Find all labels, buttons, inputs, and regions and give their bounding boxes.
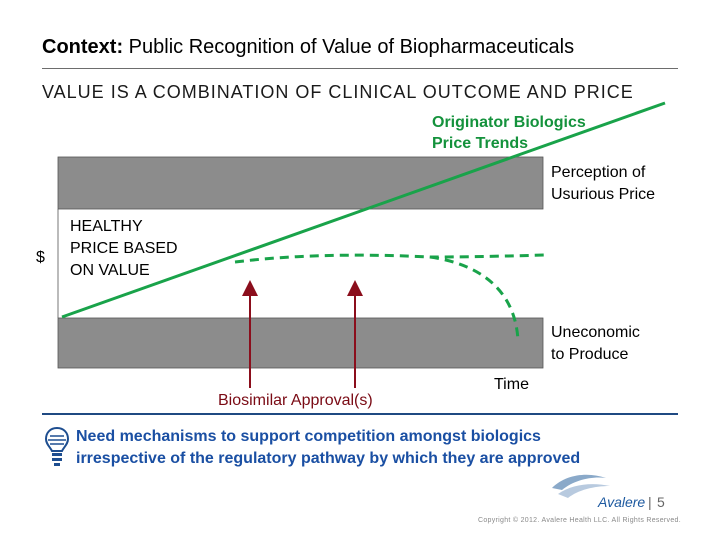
key-message-line: irrespective of the regulatory pathway b… <box>76 450 581 467</box>
usurious-label-line: Usurious Price <box>551 186 656 203</box>
page-separator: | <box>648 494 652 510</box>
headline: VALUE IS A COMBINATION OF CLINICAL OUTCO… <box>42 82 634 102</box>
key-message: Need mechanisms to support competition a… <box>76 426 676 470</box>
copyright-notice: Copyright © 2012. Avalere Health LLC. Al… <box>478 517 681 524</box>
uneconomic-label-line: Uneconomic <box>551 324 640 341</box>
uneconomic-band <box>57 317 544 369</box>
healthy-label-line: ON VALUE <box>70 262 150 279</box>
usurious-label-line: Perception of <box>551 164 646 181</box>
healthy-price-dashed-path <box>234 253 546 264</box>
avalere-logo-icon <box>552 474 610 498</box>
key-message-line: Need mechanisms to support competition a… <box>76 428 541 445</box>
lightbulb-icon <box>44 426 70 466</box>
title-divider <box>42 68 678 69</box>
company-logo-text: Avalere <box>598 494 646 510</box>
slide-title: Context: Public Recognition of Value of … <box>42 36 574 59</box>
originator-price-trend-line <box>61 101 666 319</box>
originator-label-line: Price Trends <box>432 135 529 152</box>
uneconomic-label: Uneconomic to Produce <box>551 322 640 366</box>
healthy-label-line: HEALTHY <box>70 218 143 235</box>
y-axis-label: $ <box>36 249 45 266</box>
originator-label-line: Originator Biologics <box>432 114 586 131</box>
uneconomic-decline-dashed-path <box>429 255 520 341</box>
healthy-price-label: HEALTHY PRICE BASED ON VALUE <box>70 216 178 282</box>
title-text: Public Recognition of Value of Biopharma… <box>123 36 575 58</box>
usurious-price-band <box>57 156 544 210</box>
healthy-label-line: PRICE BASED <box>70 240 178 257</box>
page-number: 5 <box>657 494 665 510</box>
x-axis-label: Time <box>494 376 529 393</box>
title-prefix: Context: <box>42 36 124 58</box>
originator-trend-label: Originator Biologics Price Trends <box>432 112 586 154</box>
biosimilar-approval-label: Biosimilar Approval(s) <box>218 392 373 409</box>
usurious-price-label: Perception of Usurious Price <box>551 162 655 206</box>
note-divider <box>42 413 678 415</box>
uneconomic-label-line: to Produce <box>551 346 629 363</box>
